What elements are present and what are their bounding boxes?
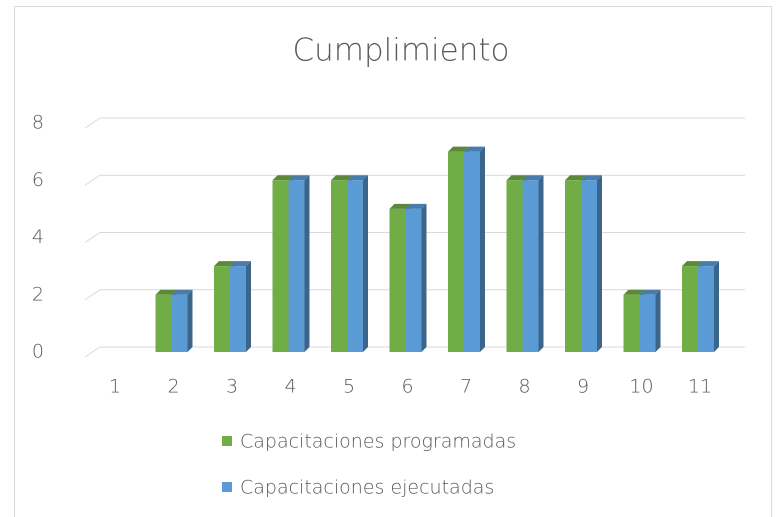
bar-top [639,289,661,295]
legend-swatch [222,436,232,446]
bar-front [347,180,363,352]
bar-top [565,175,586,181]
bar-front [506,180,523,352]
bar [581,175,602,352]
bar-front [331,180,347,352]
legend-label: Capacitaciones ejecutadas [240,477,494,499]
y-tick-label: 4 [32,226,44,248]
x-tick-label: 9 [577,376,589,398]
bar-top [230,261,251,267]
bar-top [171,289,193,295]
bar-top [288,175,310,181]
bar-front [448,151,464,352]
bar-front [214,266,230,352]
bar [639,289,661,352]
bar-side [597,175,602,352]
bar-top [464,146,485,152]
grid-line [84,117,745,129]
y-tick-label: 8 [32,112,44,134]
bar-front [405,208,422,352]
bar-front [682,266,698,352]
bar-front [389,208,406,352]
bar-front [288,180,305,352]
bar-side [655,289,661,352]
bar-top [405,203,427,209]
bar [347,175,368,352]
x-tick-label: 2 [167,376,179,398]
bar-top [155,289,177,295]
bar-top [682,261,703,267]
bar-top [506,175,528,181]
bar-top [331,175,352,181]
bar-front [581,180,597,352]
bar-front [639,294,656,352]
x-tick-label: 4 [284,376,296,398]
bar [288,175,310,352]
x-tick-label: 6 [401,376,413,398]
bar-front [171,294,188,352]
x-tick-label: 1 [109,376,121,398]
legend-label: Capacitaciones programadas [240,431,516,453]
bar-side [421,203,427,352]
bar-front [230,266,246,352]
bar [522,175,544,352]
legend-swatch [222,482,232,492]
y-tick-label: 0 [32,341,44,363]
bar-front [623,294,640,352]
bar-top [581,175,602,181]
bar-front [464,151,480,352]
bar-top [214,261,235,267]
bar-top [522,175,544,181]
bar-top [347,175,368,181]
bar-front [698,266,714,352]
x-tick-label: 10 [629,376,653,398]
x-tick-label: 8 [518,376,530,398]
bar-top [272,175,294,181]
bar [171,289,193,352]
y-tick-label: 6 [32,169,44,191]
bar-front [565,180,581,352]
bar-side [480,146,485,352]
bar [464,146,485,352]
x-tick-label: 3 [226,376,238,398]
bar-side [363,175,368,352]
x-tick-label: 7 [460,376,472,398]
y-tick-label: 2 [32,283,44,305]
bar-side [246,261,251,352]
bar-front [522,180,539,352]
x-tick-label: 11 [688,376,712,398]
chart-title: Cumplimiento [292,33,509,69]
bar [405,203,427,352]
bar-top [448,146,469,152]
bar-side [538,175,544,352]
bar-front [155,294,172,352]
bar-side [714,261,719,352]
bar [230,261,251,352]
bar-side [187,289,193,352]
x-tick-label: 5 [343,376,355,398]
bar-top [389,203,411,209]
bar-top [623,289,645,295]
bar-top [698,261,719,267]
bar [698,261,719,352]
bar-front [272,180,289,352]
bar-side [304,175,310,352]
